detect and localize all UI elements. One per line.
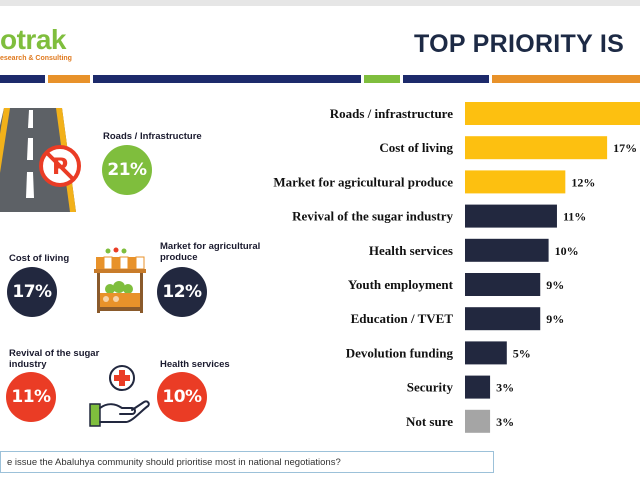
- bar: [465, 238, 549, 262]
- question-text: e issue the Abaluhya community should pr…: [0, 451, 494, 473]
- category-label: Not sure: [406, 414, 453, 429]
- highlight-value-health: 10%: [157, 372, 207, 422]
- value-label: 9%: [546, 278, 564, 292]
- top-bar: [0, 0, 640, 6]
- road-icon: P: [0, 108, 81, 212]
- bar: [465, 375, 491, 399]
- logo: otrak esearch & Consulting: [0, 24, 120, 64]
- category-label: Market for agricultural produce: [273, 174, 453, 189]
- highlight-label-health: Health services: [160, 359, 230, 370]
- category-label: Cost of living: [379, 140, 453, 155]
- market-stall-icon: [94, 247, 146, 313]
- value-label: 3%: [496, 381, 514, 395]
- header-stripes: [0, 75, 640, 83]
- value-label: 9%: [546, 312, 564, 326]
- highlight-value-sugar: 11%: [6, 372, 56, 422]
- category-label: Youth employment: [348, 277, 454, 292]
- value-label: 17%: [613, 141, 637, 155]
- category-label: Education / TVET: [351, 311, 454, 326]
- value-label: 12%: [571, 175, 595, 189]
- highlight-label-market: Market for agricultural produce: [160, 241, 261, 263]
- bar: [465, 341, 507, 365]
- logo-wordmark: otrak: [0, 24, 66, 55]
- bar: [465, 102, 640, 125]
- value-label: 10%: [555, 244, 579, 258]
- value-label: 3%: [496, 415, 514, 429]
- value-label: 11%: [563, 210, 586, 224]
- logo-tagline: esearch & Consulting: [0, 55, 72, 62]
- category-label: Security: [407, 380, 454, 395]
- bar: [465, 204, 557, 228]
- health-hand-icon: [89, 365, 150, 427]
- highlight-label-cost: Cost of living: [9, 253, 70, 264]
- highlight-value-roads: 21%: [102, 145, 152, 195]
- category-label: Revival of the sugar industry: [292, 209, 453, 224]
- bar: [465, 136, 608, 160]
- bar: [465, 307, 541, 331]
- bar: [465, 170, 566, 194]
- highlight-label-roads: Roads / Infrastructure: [103, 131, 202, 142]
- bar: [465, 273, 541, 296]
- category-label: Roads / infrastructure: [330, 106, 453, 121]
- slide-title: TOP PRIORITY IS: [414, 30, 625, 58]
- highlight-value-market: 12%: [157, 267, 207, 317]
- highlight-label-sugar: Revival of the sugar industry: [9, 348, 100, 370]
- value-label: 5%: [513, 346, 531, 360]
- category-label: Health services: [369, 243, 453, 258]
- category-label: Devolution funding: [346, 345, 454, 360]
- highlight-value-cost: 17%: [7, 267, 57, 317]
- bar: [465, 409, 491, 433]
